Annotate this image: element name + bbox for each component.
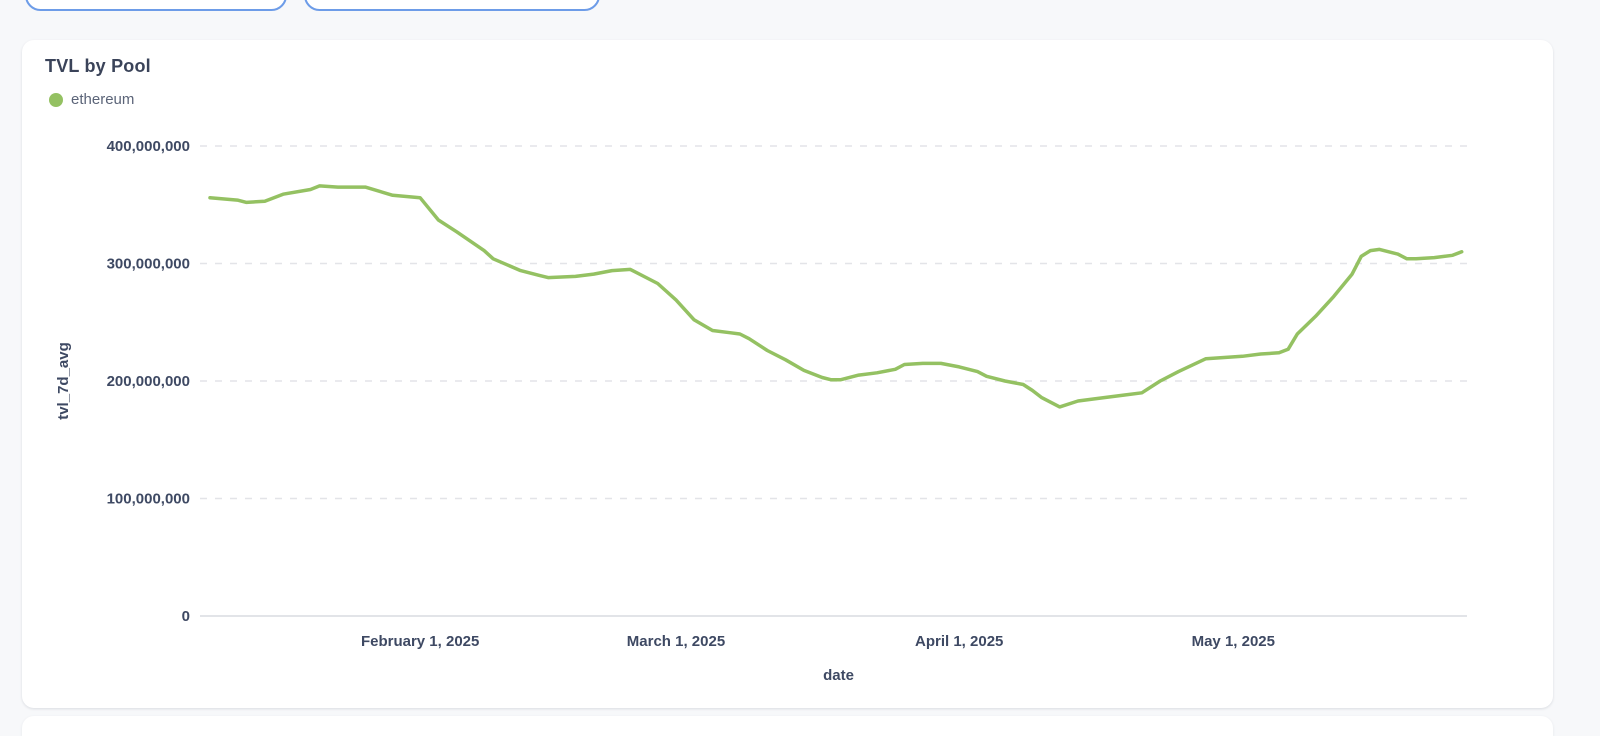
tvl-line-chart-canvas[interactable]: 400,000,000 300,000,000 200,000,000 100,000…	[22, 40, 1553, 708]
y-tick-label: 0	[182, 608, 190, 625]
top-pill-button-2[interactable]	[304, 0, 600, 11]
chart-legend: ethereum	[49, 91, 134, 108]
legend-dot-ethereum	[49, 92, 63, 107]
y-axis-title: tvl_7d_avg	[55, 342, 72, 420]
x-tick-label: February 1, 2025	[361, 633, 479, 650]
legend-label-ethereum: ethereum	[71, 91, 135, 108]
x-tick-label: April 1, 2025	[915, 633, 1003, 650]
y-tick-label: 200,000,000	[107, 373, 190, 390]
x-tick-label: May 1, 2025	[1192, 633, 1275, 650]
x-tick-label: March 1, 2025	[627, 633, 725, 650]
y-tick-label: 100,000,000	[107, 491, 190, 508]
series-line-ethereum	[208, 184, 1464, 409]
tvl-chart-card: TVL by Pool ethereum 400,000,000 300,000,…	[22, 40, 1553, 708]
chart-title: TVL by Pool	[45, 56, 151, 76]
top-pill-button-1[interactable]	[25, 0, 287, 11]
next-card-partial	[22, 716, 1553, 736]
x-axis-title: date	[823, 667, 854, 684]
y-tick-label: 300,000,000	[107, 256, 190, 273]
y-tick-label: 400,000,000	[107, 138, 190, 155]
